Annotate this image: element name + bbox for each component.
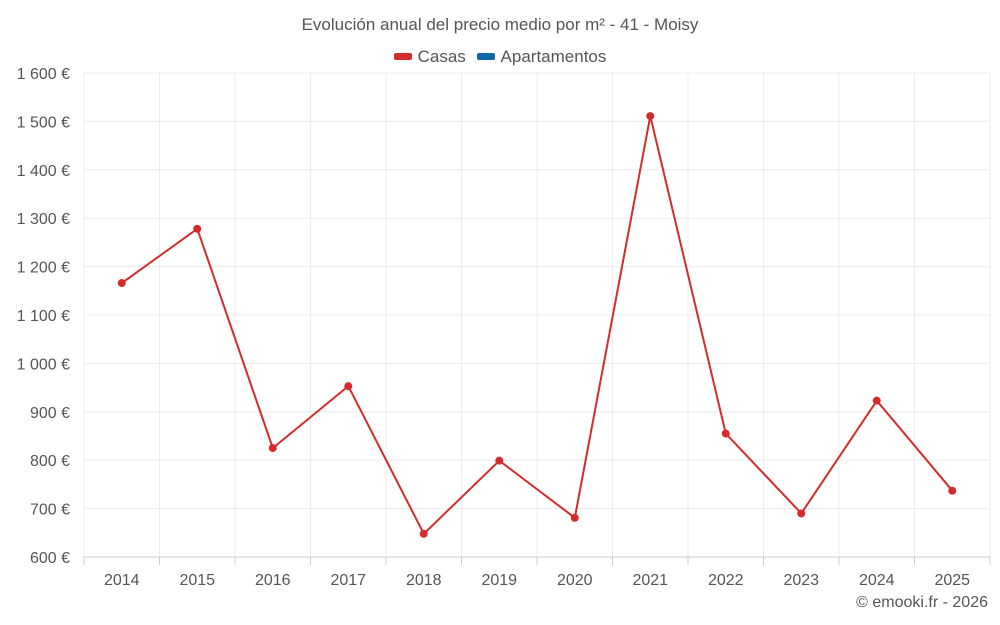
data-point (495, 456, 504, 465)
x-tick-label: 2019 (481, 572, 517, 589)
y-tick-label: 1 100 € (17, 308, 70, 325)
x-tick-label: 2022 (708, 572, 744, 589)
x-tick-label: 2021 (632, 572, 668, 589)
y-tick-label: 1 600 € (17, 66, 70, 83)
legend-item-apartamentos[interactable]: Apartamentos (476, 46, 607, 67)
y-tick-label: 800 € (30, 453, 70, 470)
y-tick-label: 900 € (30, 405, 70, 422)
legend-item-casas[interactable]: Casas (393, 46, 466, 67)
legend-swatch-casas (393, 53, 412, 60)
x-tick-label: 2017 (330, 572, 366, 589)
y-tick-label: 1 400 € (17, 163, 70, 180)
data-point (268, 444, 277, 453)
legend-label-casas: Casas (417, 46, 466, 66)
y-tick-label: 600 € (30, 550, 70, 567)
data-point (419, 529, 428, 538)
copyright-credit: © emooki.fr - 2026 (856, 594, 988, 611)
y-tick-label: 1 200 € (17, 260, 70, 277)
x-tick-label: 2018 (406, 572, 442, 589)
data-point (797, 509, 806, 518)
x-tick-label: 2024 (859, 572, 895, 589)
legend: Casas Apartamentos (0, 45, 1000, 67)
series-line-casas (121, 115, 954, 535)
data-point (721, 429, 730, 438)
legend-swatch-apartamentos (476, 53, 495, 60)
legend-label-apartamentos: Apartamentos (500, 46, 607, 66)
data-point (344, 382, 353, 391)
y-tick-label: 1 000 € (17, 356, 70, 373)
data-point (948, 486, 957, 495)
chart-title: Evolución anual del precio medio por m² … (301, 15, 699, 34)
data-point (193, 224, 202, 233)
x-tick-label: 2016 (255, 572, 291, 589)
data-point (646, 112, 655, 121)
x-tick-label: 2020 (557, 572, 593, 589)
x-tick-label: 2023 (783, 572, 819, 589)
y-tick-label: 700 € (30, 502, 70, 519)
x-tick-label: 2014 (104, 572, 140, 589)
x-tick-label: 2025 (934, 572, 970, 589)
y-tick-label: 1 300 € (17, 211, 70, 228)
x-tick-label: 2015 (179, 572, 215, 589)
data-point (570, 513, 579, 522)
data-point (872, 396, 881, 405)
data-point (117, 279, 126, 288)
y-tick-label: 1 500 € (17, 114, 70, 131)
